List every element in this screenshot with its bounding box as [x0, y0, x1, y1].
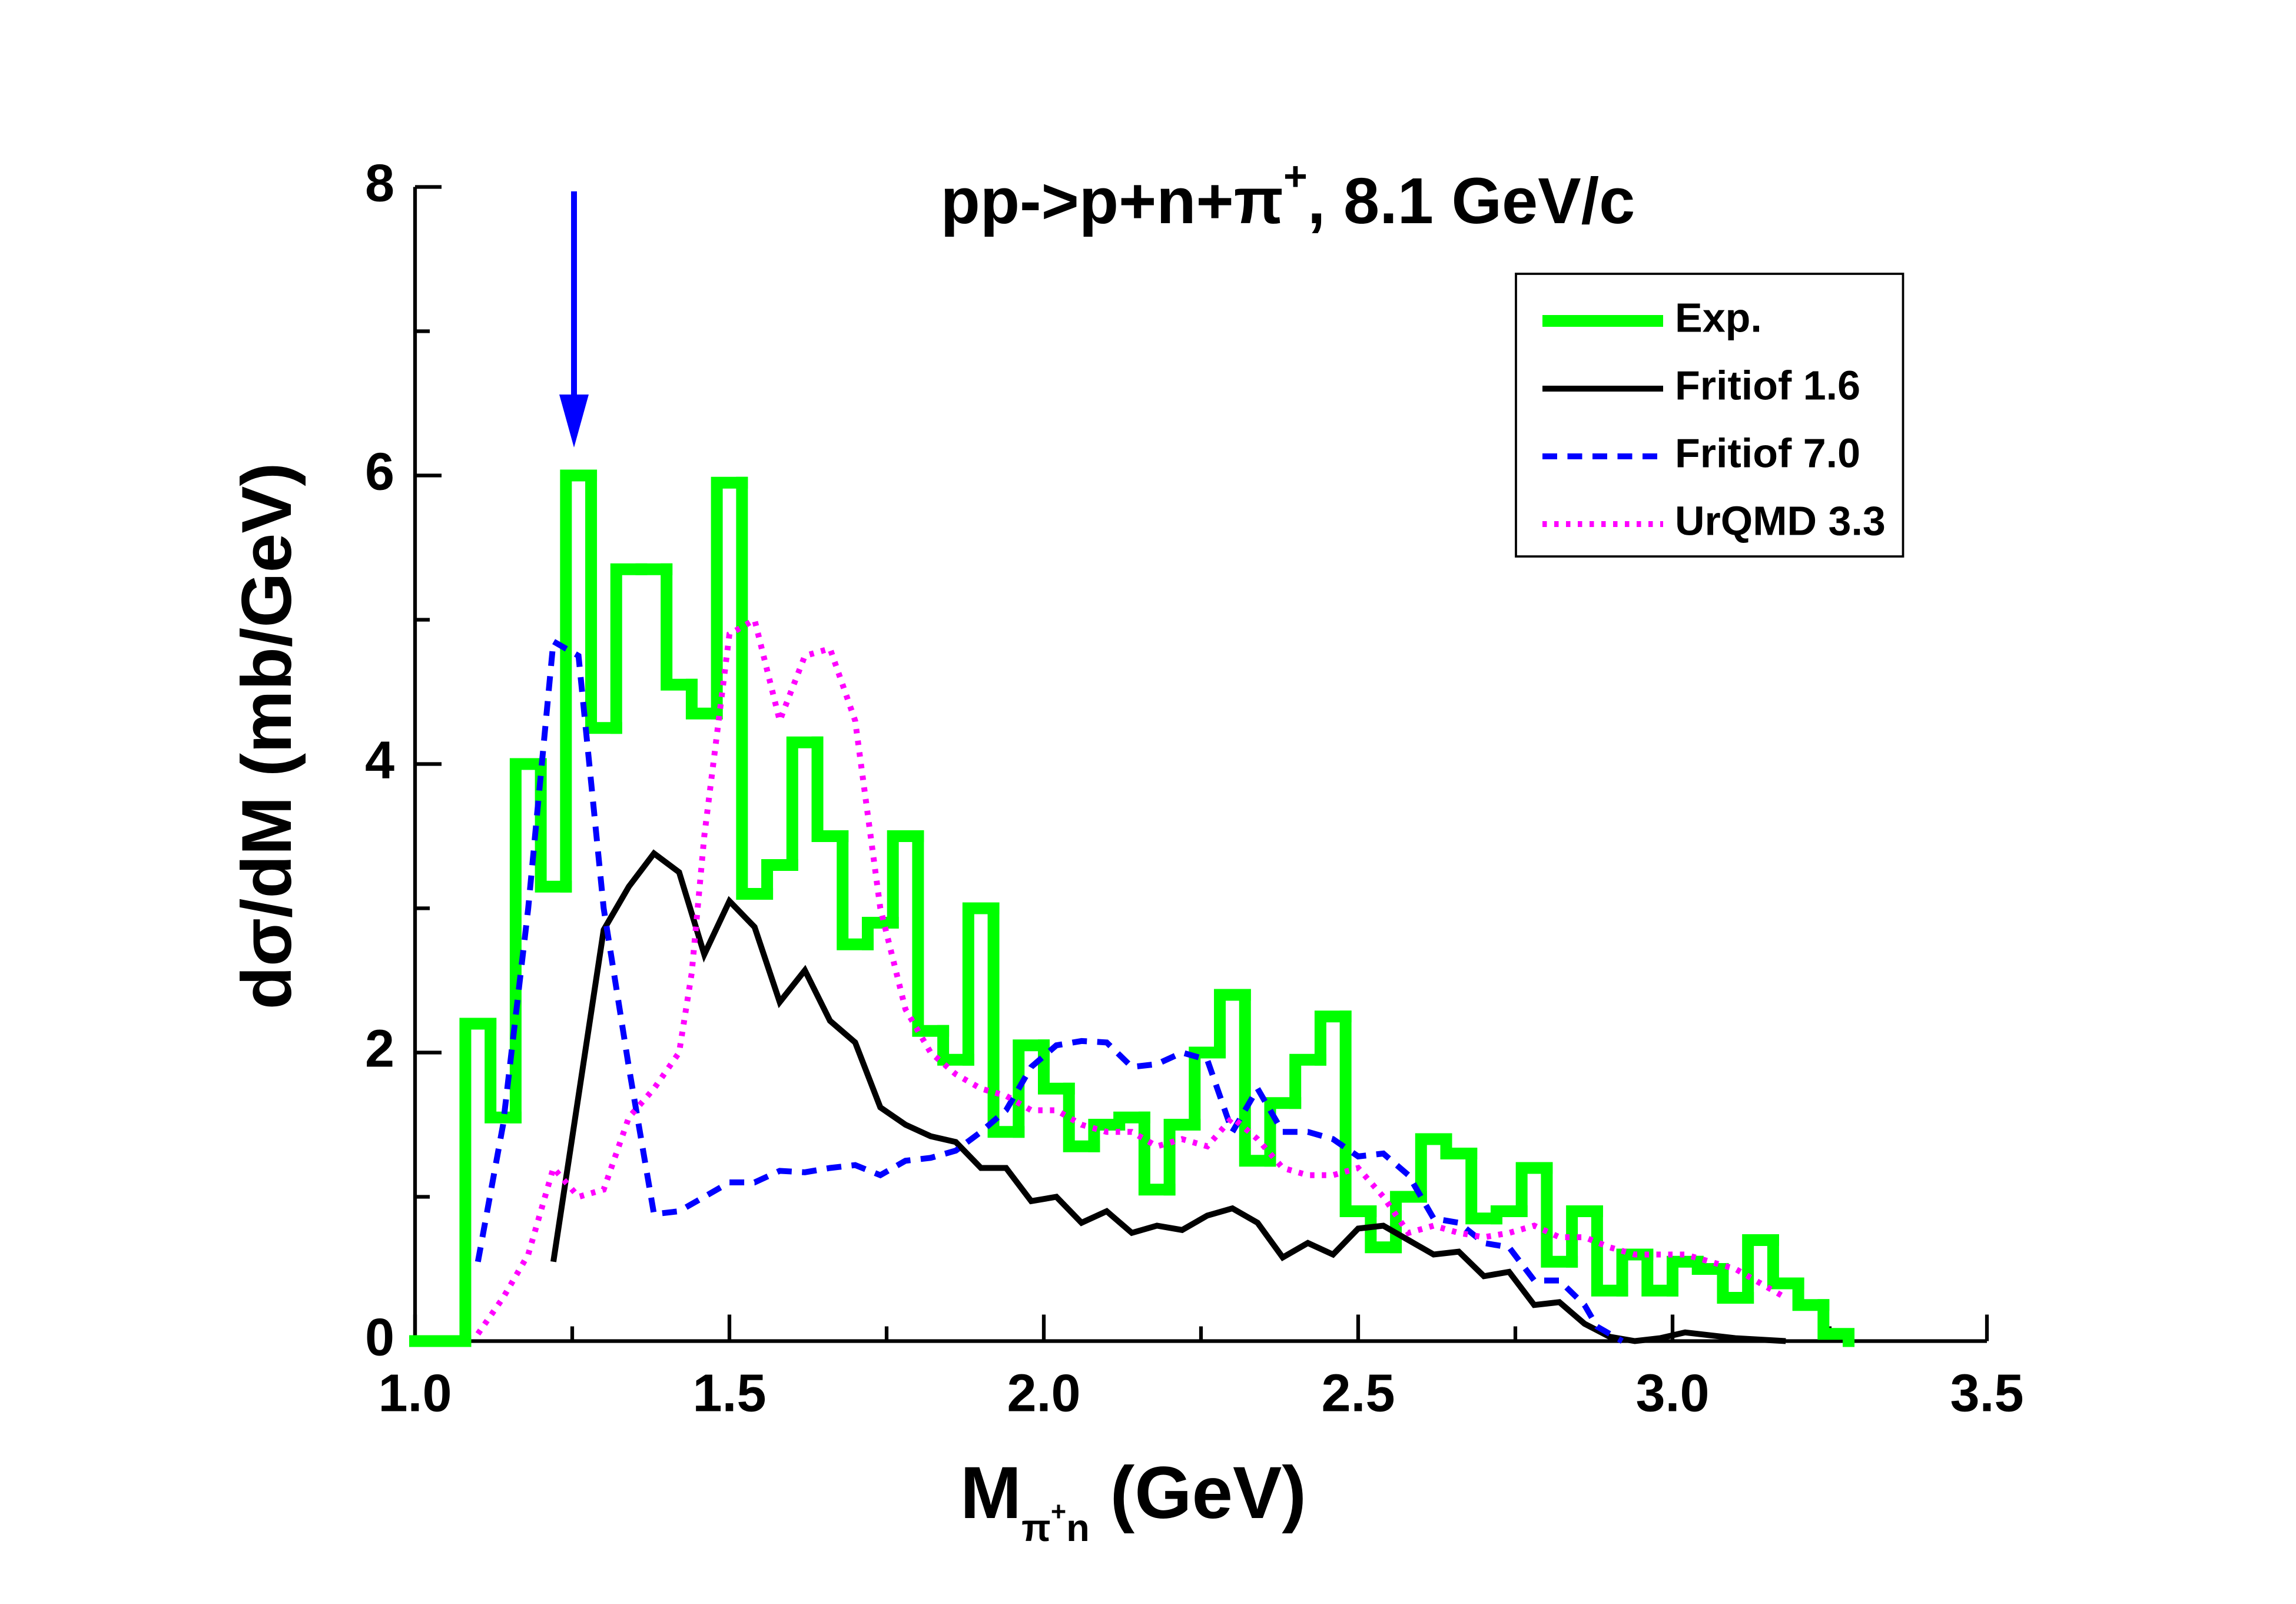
legend-label: Fritiof 7.0	[1675, 430, 1860, 476]
histogram-step	[1440, 1133, 1478, 1160]
xlabel-part: (GeV)	[1090, 1452, 1306, 1534]
histogram-step	[1163, 1119, 1201, 1196]
xlabel-sub: n	[1066, 1506, 1090, 1549]
histogram-step	[509, 758, 547, 1124]
histogram-step	[685, 678, 723, 720]
histogram-step	[811, 736, 849, 843]
histogram-step	[1717, 1263, 1754, 1304]
histogram-step	[1515, 1162, 1553, 1218]
title-sup: +	[1283, 153, 1308, 199]
histogram-step	[987, 902, 1025, 1138]
x-tick-label: 3.0	[1635, 1364, 1709, 1423]
x-tick-label: 1.5	[692, 1364, 766, 1423]
histogram-step	[761, 859, 798, 900]
x-tick-label: 1.0	[378, 1364, 452, 1423]
histogram-step	[1088, 1119, 1126, 1152]
y-axis-label: dσ/dM (mb/GeV)	[227, 463, 306, 1010]
histogram-step	[937, 1025, 974, 1066]
histogram-step	[485, 1018, 522, 1124]
line-series	[475, 637, 1624, 1344]
line-series	[550, 849, 1786, 1344]
xlabel-part: M	[960, 1452, 1021, 1534]
chart-title: pp->p+n+π+, 8.1 GeV/c	[941, 153, 1635, 237]
histogram-step	[736, 476, 774, 900]
histogram-step	[1339, 1010, 1377, 1218]
histogram-step	[1314, 1010, 1352, 1066]
histogram-step	[1214, 989, 1251, 1059]
histogram-step	[560, 469, 598, 893]
legend-label: Exp.	[1675, 294, 1762, 340]
xlabel-sub: π	[1021, 1506, 1051, 1549]
histogram-step	[1038, 1039, 1075, 1095]
histogram-step	[1817, 1299, 1855, 1347]
histogram-step	[1541, 1162, 1578, 1268]
histogram-step	[1113, 1111, 1150, 1131]
histogram-step	[1264, 1097, 1302, 1167]
title-part: , 8.1 GeV/c	[1308, 165, 1635, 237]
histogram-step	[962, 902, 1000, 1066]
y-tick-label: 6	[365, 442, 394, 501]
histogram-step	[1566, 1205, 1603, 1268]
x-tick-label: 2.0	[1007, 1364, 1080, 1423]
x-tick-label: 3.5	[1950, 1364, 2023, 1423]
histogram-step	[837, 830, 874, 950]
histogram-step	[459, 1018, 497, 1347]
histogram-step	[1365, 1205, 1402, 1254]
title-part: pp->p+n+π	[941, 165, 1283, 237]
histogram-step	[1415, 1133, 1452, 1203]
histogram-step	[585, 469, 622, 734]
histogram-step	[1691, 1255, 1729, 1275]
xlabel-sup: +	[1051, 1496, 1066, 1526]
histogram-step	[1189, 1046, 1226, 1131]
y-tick-label: 4	[365, 731, 394, 790]
y-tick-label: 0	[365, 1308, 394, 1367]
histogram-step	[1667, 1255, 1704, 1297]
histogram-step	[887, 830, 924, 929]
x-tick-label: 2.5	[1321, 1364, 1395, 1423]
histogram-step	[661, 563, 698, 691]
y-tick-label: 2	[365, 1019, 394, 1078]
legend-label: Fritiof 1.6	[1675, 362, 1860, 408]
histogram-step	[861, 917, 899, 950]
histogram-step	[1591, 1205, 1628, 1297]
histogram-step	[610, 563, 648, 734]
histogram-step	[1239, 989, 1276, 1167]
histogram-step	[1465, 1148, 1502, 1225]
histogram-step	[1138, 1111, 1176, 1196]
histogram-step	[1289, 1053, 1326, 1109]
histogram-step	[1490, 1205, 1528, 1225]
histogram-step	[1641, 1248, 1678, 1297]
arrow-head	[559, 395, 589, 448]
histogram-step	[711, 476, 748, 720]
legend-label: UrQMD 3.3	[1675, 498, 1886, 543]
y-tick-label: 8	[365, 154, 394, 213]
histogram-step	[1063, 1082, 1100, 1152]
histogram-step	[1767, 1234, 1804, 1290]
x-axis-label: Mπ+n (GeV)	[960, 1452, 1306, 1549]
histogram-step	[1616, 1248, 1654, 1297]
histogram-step	[912, 830, 950, 1037]
histogram-step	[786, 736, 824, 871]
line-series	[475, 615, 1787, 1336]
histogram-step	[1792, 1277, 1830, 1311]
